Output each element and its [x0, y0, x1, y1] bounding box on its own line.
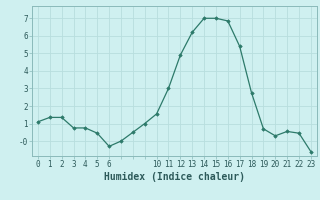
X-axis label: Humidex (Indice chaleur): Humidex (Indice chaleur): [104, 172, 245, 182]
